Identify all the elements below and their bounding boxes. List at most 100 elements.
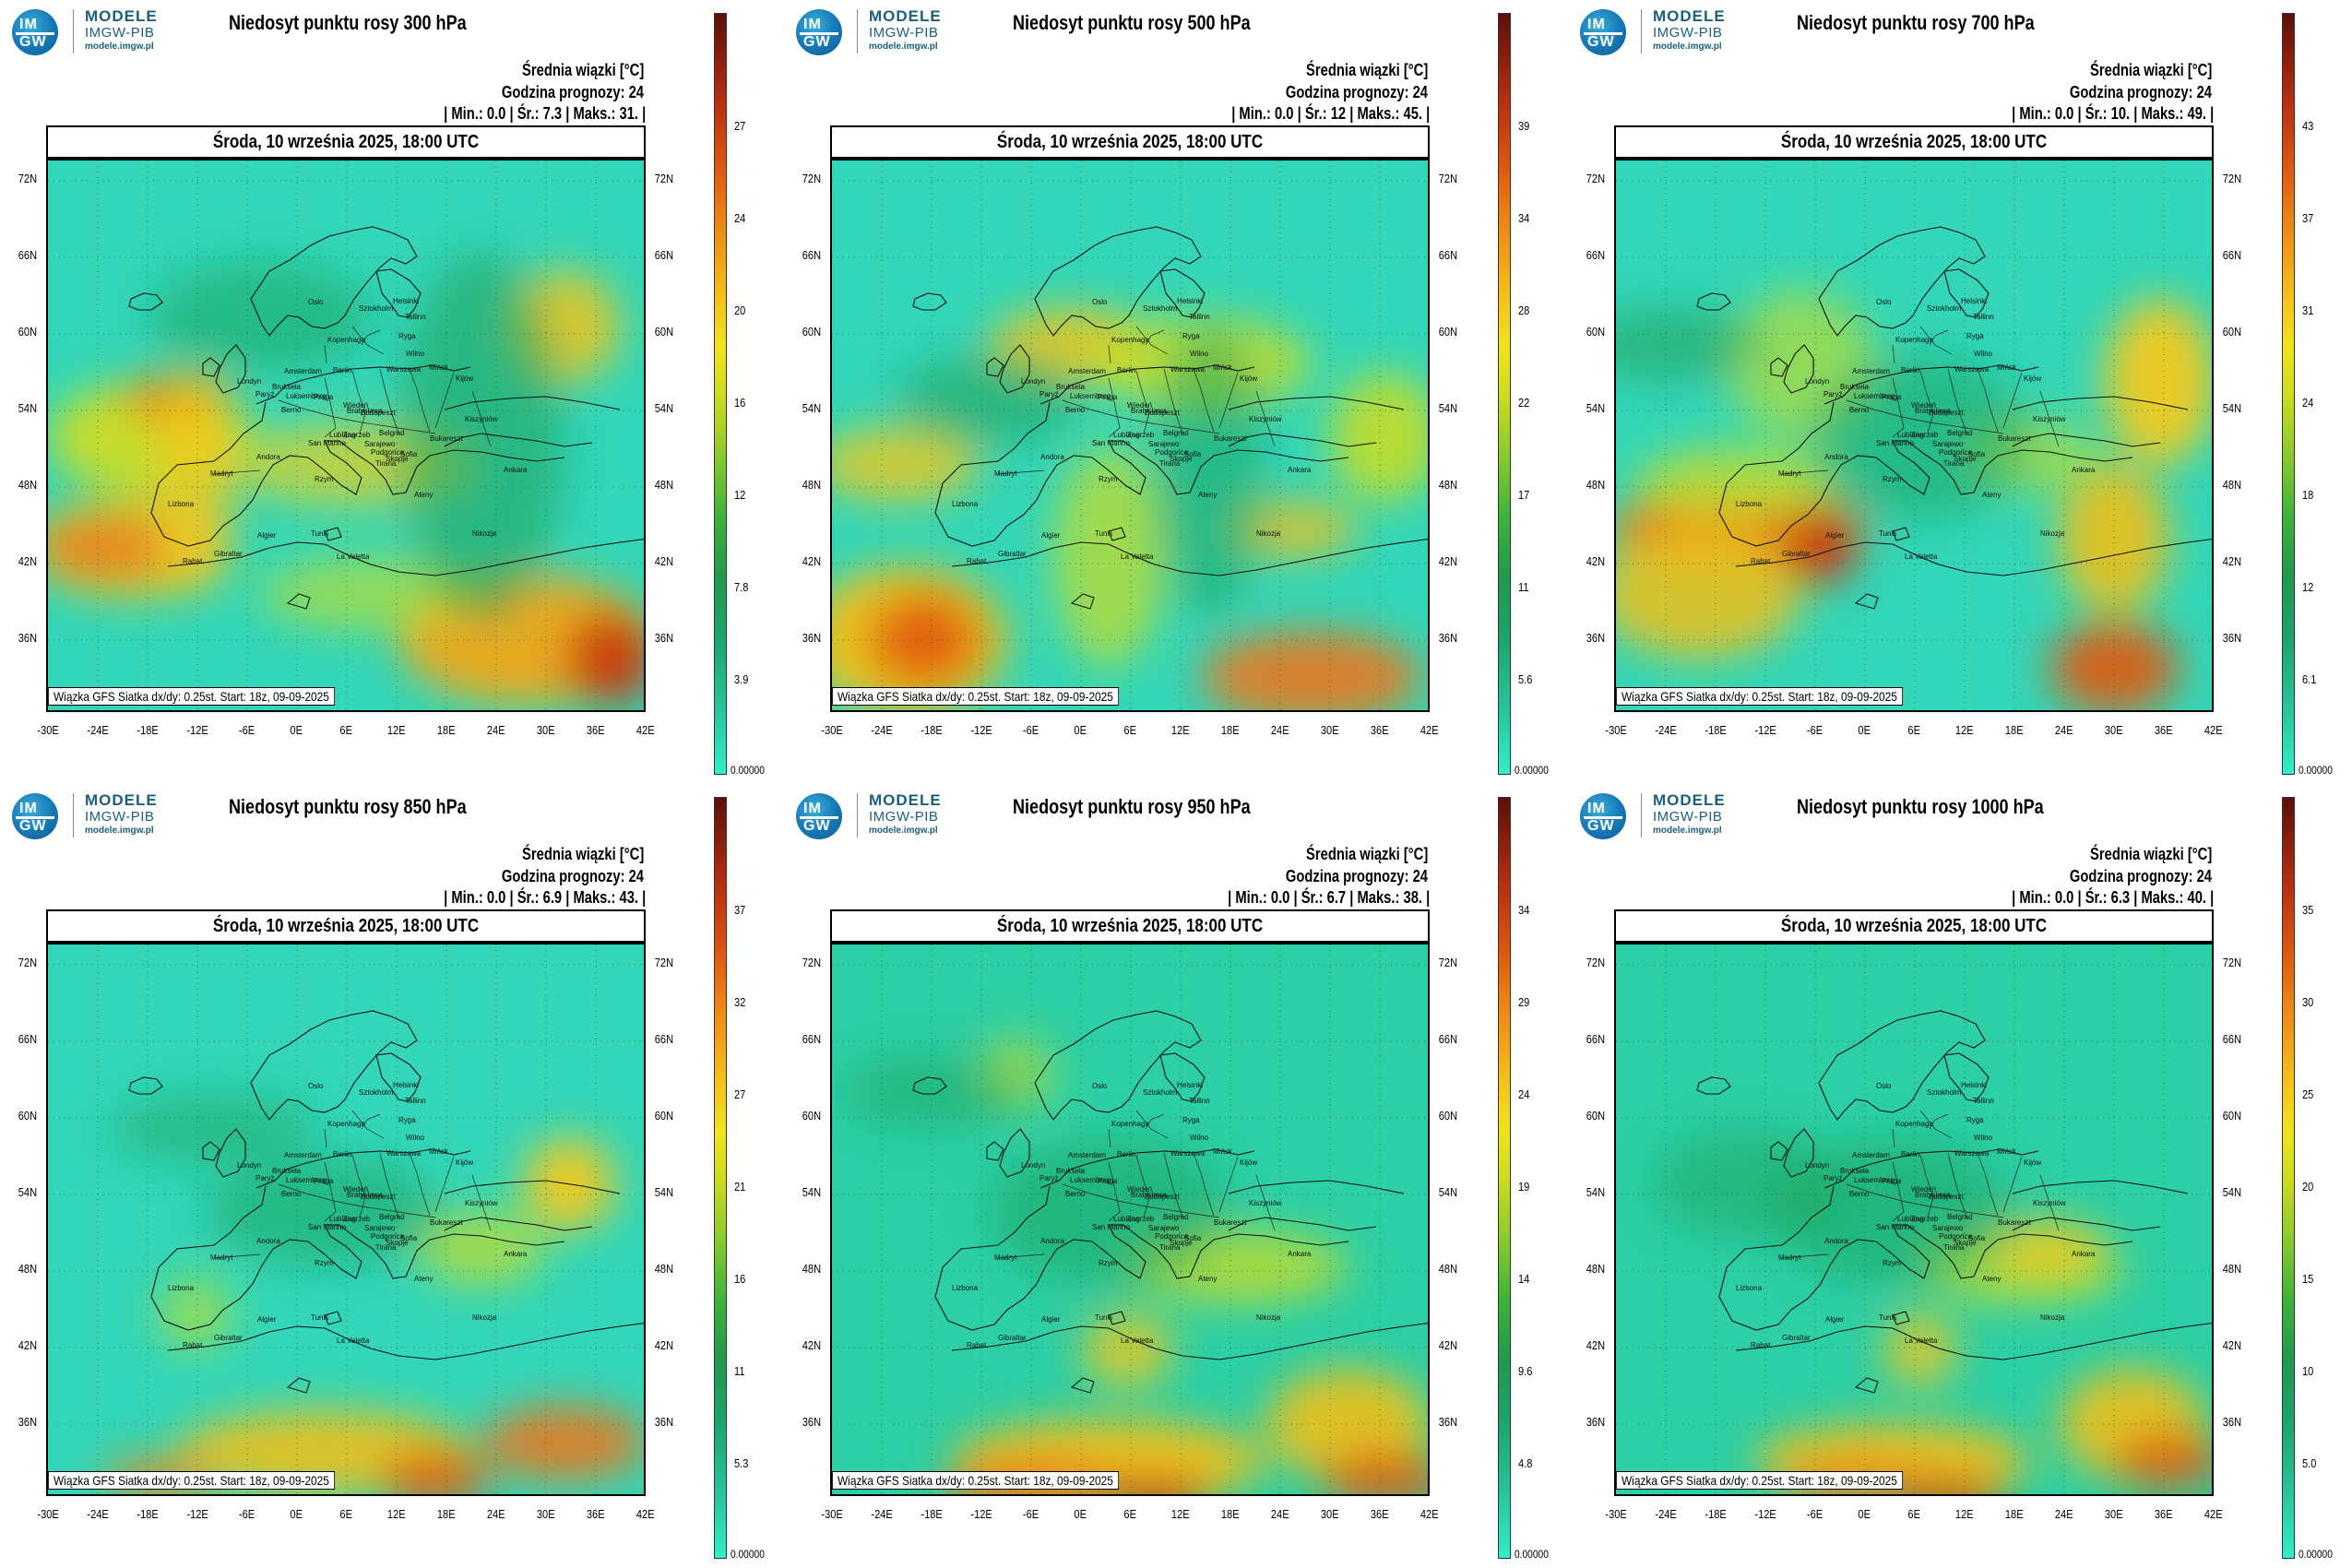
logo-line-imgw: IMGW-PIB (869, 25, 939, 41)
country-border (1947, 368, 1967, 434)
city-label: Luksemburg (1070, 1176, 1111, 1184)
country-border (1062, 399, 1220, 434)
coastline (286, 1377, 311, 1394)
city-label: Budapeszt (361, 409, 397, 417)
stats-line: | Min.: 0.0 | Śr.: 10. | Maks.: 49. | (2011, 104, 2214, 123)
coastline (1228, 433, 1377, 447)
city-label: Kiszyniów (465, 415, 498, 423)
longitude-label: 18E (436, 723, 456, 737)
coastline (951, 1322, 1428, 1360)
latitude-label-right: 48N (1438, 1262, 1458, 1276)
date-text: Środa, 10 września 2025, 18:00 UTC (1780, 916, 2048, 936)
city-label: Berlin (333, 366, 351, 374)
city-label: Rzym (1099, 475, 1118, 483)
coastline (912, 1076, 947, 1095)
city-label: Belgrad (1163, 1213, 1189, 1221)
panel-title: Niedosyt punktu rosy 300 hPa (229, 11, 467, 34)
city-label: Paryż (1039, 1174, 1058, 1182)
city-label: Rzym (1883, 475, 1902, 483)
logo-link[interactable]: modele.imgw.pl (85, 42, 154, 52)
logo-link[interactable]: modele.imgw.pl (1653, 42, 1722, 52)
city-label: Warszawa (1170, 1149, 1206, 1158)
city-label: Wilno (1974, 350, 1993, 358)
city-label: San Marino (1876, 439, 1914, 447)
colorbar-tick-label: 9.6 (1518, 1364, 1533, 1378)
field-blob (1081, 1313, 1173, 1387)
city-label: Ankara (2072, 1250, 2096, 1258)
logo-line-imgw: IMGW-PIB (85, 809, 155, 825)
coastline (1783, 1128, 1814, 1178)
field-blob (1634, 446, 1837, 520)
longitude-label: 42E (2204, 1507, 2223, 1521)
longitude-label: -30E (821, 1507, 843, 1521)
longitude-label: -24E (1655, 723, 1677, 737)
city-label: Lizbona (952, 1284, 979, 1292)
city-label: Mińsk (1997, 1147, 2017, 1156)
longitude-label: -30E (1605, 723, 1627, 737)
city-label: Kopenhaga (1111, 1120, 1149, 1128)
city-label: Ryga (398, 332, 416, 340)
city-label: Bukareszt (1214, 1218, 1247, 1227)
longitude-label: 42E (1420, 1507, 1439, 1521)
logo-link[interactable]: modele.imgw.pl (85, 826, 154, 836)
model-credit: Wiązka GFS Siatka dx/dy: 0.25st. Start: … (48, 1471, 335, 1490)
latitude-label-left: 54N (1586, 401, 1606, 415)
colorbar-tick-label: 25 (2302, 1087, 2314, 1101)
city-label: Mińsk (429, 363, 449, 372)
city-label: Amsterdam (284, 1151, 322, 1159)
forecast-hour-label: Godzina prognozy: 24 (1285, 867, 1428, 885)
date-text: Środa, 10 września 2025, 18:00 UTC (996, 916, 1264, 936)
city-label: Wilno (1974, 1134, 1993, 1142)
colorbar-tick-label: 11 (1518, 580, 1529, 594)
logo-link[interactable]: modele.imgw.pl (1653, 826, 1722, 836)
coastline (2012, 1217, 2161, 1231)
field-shading (1616, 290, 2212, 710)
city-label: Budapeszt (1929, 1193, 1965, 1201)
country-border (1255, 390, 1276, 447)
longitude-label: 30E (2104, 723, 2123, 737)
city-label: Kopenhaga (1895, 1120, 1933, 1128)
city-label: Tallinn (405, 1097, 426, 1105)
city-label: Tirana (1943, 459, 1965, 468)
city-label: Ateny (1982, 491, 2001, 499)
country-border (1846, 399, 2004, 434)
longitude-label: 12E (1170, 1507, 1190, 1521)
city-label: Oslo (308, 1082, 324, 1090)
city-label: Helsinki (1177, 1081, 1203, 1089)
field-blob (1201, 631, 1422, 710)
city-label: Mińsk (1213, 1147, 1233, 1156)
latitude-label-right: 36N (654, 631, 674, 645)
coastline (128, 292, 163, 311)
city-label: Kiszyniów (2033, 415, 2066, 423)
longitude-label: 30E (1320, 723, 1339, 737)
latitude-label-left: 42N (1586, 1338, 1606, 1352)
city-label: Kijów (456, 1158, 473, 1167)
city-label: Londyn (1021, 377, 1045, 386)
longitude-label: 24E (2054, 1507, 2073, 1521)
city-label: Tirana (1159, 459, 1181, 468)
city-label: Budapeszt (361, 1193, 397, 1201)
city-label: Praga (314, 1177, 334, 1185)
logo-link[interactable]: modele.imgw.pl (869, 42, 938, 52)
city-label: Kijów (2024, 1158, 2041, 1167)
country-border (1781, 469, 1829, 475)
longitude-label: 0E (1074, 1507, 1087, 1521)
coastline (167, 1322, 644, 1360)
country-border (2039, 1174, 2060, 1231)
city-label: Lizbona (1736, 1284, 1763, 1292)
city-label: Skopje (1170, 1239, 1193, 1247)
longitude-label: -12E (1754, 723, 1776, 737)
colorbar-tick-label: 27 (734, 119, 746, 133)
date-header: Środa, 10 września 2025, 18:00 UTC (830, 125, 1430, 159)
coastline (1228, 1180, 1405, 1194)
logo-link[interactable]: modele.imgw.pl (869, 826, 938, 836)
country-border (324, 377, 337, 438)
coastline (375, 1052, 422, 1102)
country-border (1947, 1152, 1967, 1218)
logo-separator (73, 9, 74, 53)
coastline (1892, 1311, 1910, 1325)
coastline (1159, 1052, 1206, 1102)
coastline (1108, 527, 1126, 541)
coastline (444, 396, 621, 410)
